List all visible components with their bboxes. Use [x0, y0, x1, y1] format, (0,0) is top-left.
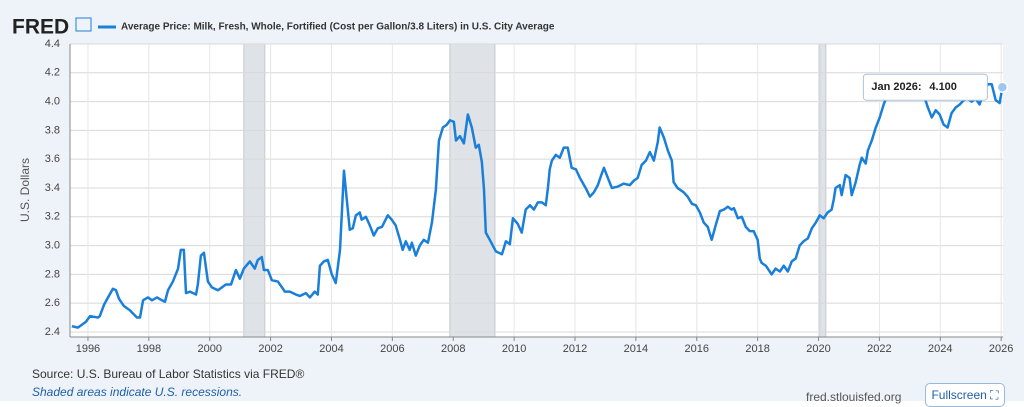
x-tick-label: 2012 [563, 343, 587, 355]
tooltip-value: 4.100 [929, 81, 957, 93]
x-tick-label: 2026 [989, 343, 1013, 355]
fullscreen-button[interactable]: Fullscreen ⛶ [925, 383, 1005, 407]
y-tick-label: 2.6 [45, 297, 60, 309]
x-tick-label: 2004 [319, 343, 343, 355]
series-line [71, 74, 1004, 329]
x-tick-label: 2024 [928, 343, 952, 355]
x-tick-label: 2022 [867, 343, 891, 355]
y-tick-label: 3.8 [45, 124, 60, 136]
tooltip-box [862, 73, 988, 101]
x-tick-label: 2002 [258, 343, 282, 355]
x-tick-label: 2016 [685, 343, 709, 355]
recession-band [449, 43, 496, 338]
x-tick-label: 2008 [441, 343, 465, 355]
source: Source: U.S. Bureau of Labor Statistics … [32, 367, 305, 381]
tooltip-date: Jan 2026: [871, 81, 921, 93]
x-tick-label: 1996 [76, 343, 100, 355]
x-tick-label: 2010 [502, 343, 526, 355]
x-tick-label: 2018 [745, 343, 769, 355]
hover-point [996, 81, 1009, 93]
plot-area [70, 44, 1003, 337]
y-tick-label: 2.8 [45, 268, 60, 280]
recession-note: Shaded areas indicate U.S. recessions. [32, 385, 243, 399]
recession-band [243, 43, 266, 338]
y-tick-label: 4.4 [45, 38, 60, 50]
y-tick-label: 3.6 [45, 153, 60, 165]
y-tick-label: 4.2 [45, 67, 60, 79]
x-tick-label: 2014 [624, 343, 648, 355]
x-tick-label: 2000 [197, 343, 221, 355]
logo: FRED [12, 16, 69, 39]
x-tick-label: 2020 [806, 343, 830, 355]
recession-band [819, 43, 827, 338]
tooltip: Jan 2026: 4.100 [862, 73, 988, 101]
site-link[interactable]: fred.stlouisfed.org [806, 390, 902, 404]
y-tick-label: 4.0 [45, 95, 60, 107]
y-tick-label: 3.2 [45, 211, 60, 223]
y-tick-label: 3.0 [45, 239, 60, 251]
x-tick-label: 1998 [137, 343, 161, 355]
legend-label: Average Price: Milk, Fresh, Whole, Forti… [121, 22, 555, 33]
button-label[interactable]: Fullscreen [931, 388, 987, 402]
y-tick-label: 3.4 [45, 182, 60, 194]
y-axis-label: U.S. Dollars [18, 158, 32, 222]
y-tick-label: 2.4 [45, 326, 60, 338]
x-tick-label: 2006 [380, 343, 404, 355]
logo-icon [75, 17, 92, 32]
